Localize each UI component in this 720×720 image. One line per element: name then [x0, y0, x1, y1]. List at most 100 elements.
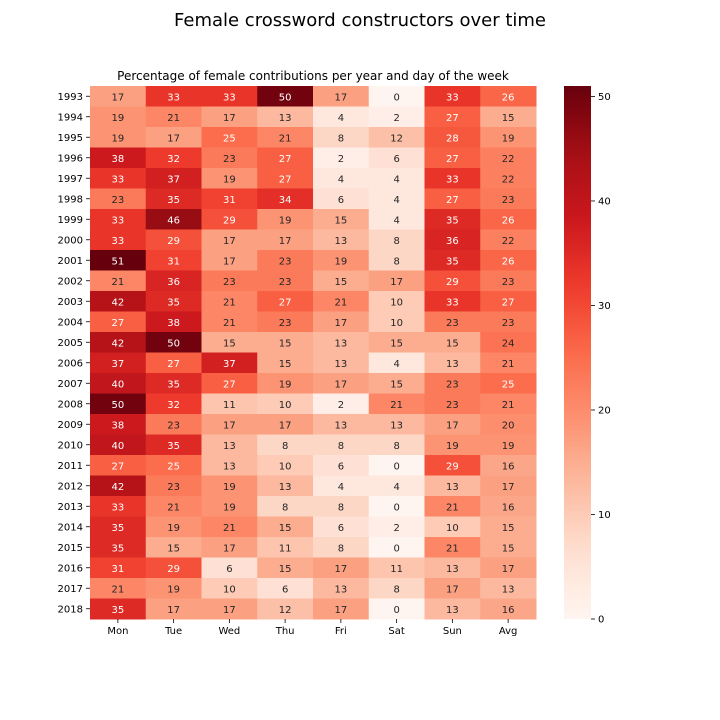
heatmap-cell: [480, 311, 537, 333]
cell-value-label: 26: [502, 256, 515, 267]
cell-value-label: 2: [338, 400, 344, 411]
cell-value-label: 10: [279, 400, 292, 411]
heatmap-cell: [480, 516, 537, 538]
heatmap-cell: [90, 434, 147, 456]
heatmap-cell: [145, 270, 202, 292]
cell-value-label: 35: [167, 441, 180, 452]
heatmap-cell: [313, 578, 370, 599]
cell-value-label: 15: [502, 523, 515, 534]
heatmap-cell: [201, 311, 258, 333]
cell-value-label: 13: [446, 359, 459, 370]
heatmap-cell: [90, 127, 147, 148]
cell-value-label: 17: [223, 605, 236, 616]
heatmap-cell: [480, 147, 537, 169]
cell-value-label: 21: [446, 502, 459, 513]
cell-value-label: 33: [446, 297, 459, 308]
heatmap-cell: [480, 434, 537, 456]
cell-value-label: 8: [393, 441, 399, 452]
cell-value-label: 21: [335, 297, 348, 308]
cell-value-label: 21: [279, 133, 292, 144]
cell-value-label: 17: [335, 318, 348, 329]
cell-value-label: 36: [446, 236, 459, 247]
cell-value-label: 42: [112, 297, 125, 308]
cell-value-label: 33: [446, 174, 459, 185]
cell-value-label: 6: [226, 564, 232, 575]
cell-value-label: 13: [223, 441, 236, 452]
cell-value-label: 27: [279, 174, 292, 185]
heatmap-cell: [480, 455, 537, 476]
heatmap-cell: [368, 147, 425, 169]
cell-value-label: 19: [335, 256, 348, 267]
cell-value-label: 22: [502, 174, 515, 185]
cell-value-label: 6: [282, 584, 288, 595]
heatmap-cell: [480, 373, 537, 394]
cell-value-label: 16: [502, 502, 515, 513]
cell-value-label: 31: [112, 564, 125, 575]
heatmap-cell: [201, 229, 258, 251]
cell-value-label: 32: [167, 400, 180, 411]
heatmap-cell: [257, 414, 314, 435]
heatmap-cell: [368, 414, 425, 435]
heatmap-cell: [313, 537, 370, 558]
heatmap-cell: [313, 598, 370, 620]
colorbar-tick-label: 0: [598, 615, 604, 626]
cell-value-label: 35: [446, 215, 459, 226]
cell-value-label: 4: [338, 174, 344, 185]
cell-value-label: 10: [223, 584, 236, 595]
cell-value-label: 20: [502, 420, 515, 431]
y-tick-label: 2015: [58, 543, 83, 554]
heatmap-cell: [201, 270, 258, 292]
cell-value-label: 15: [279, 338, 292, 349]
cell-value-label: 4: [393, 359, 399, 370]
heatmap-cell: [368, 291, 425, 312]
y-tick-label: 2011: [58, 461, 83, 472]
cell-value-label: 17: [446, 420, 459, 431]
cell-value-label: 17: [335, 379, 348, 390]
cell-value-label: 40: [112, 379, 125, 390]
cell-value-label: 4: [338, 113, 344, 124]
cell-value-label: 35: [112, 523, 125, 534]
heatmap-cell: [368, 270, 425, 292]
heatmap-cell: [480, 209, 537, 230]
cell-value-label: 21: [112, 584, 125, 595]
heatmap-cell: [145, 229, 202, 251]
cell-value-label: 27: [446, 113, 459, 124]
cell-value-label: 17: [223, 236, 236, 247]
heatmap-cell: [201, 578, 258, 599]
cell-value-label: 15: [279, 359, 292, 370]
cell-value-label: 13: [335, 338, 348, 349]
heatmap-cell: [145, 332, 202, 353]
heatmap-cell: [201, 598, 258, 620]
heatmap-cell: [368, 352, 425, 374]
heatmap-cell: [201, 537, 258, 558]
cell-value-label: 21: [390, 400, 403, 411]
y-tick-label: 2006: [58, 358, 83, 369]
cell-value-label: 38: [167, 318, 180, 329]
heatmap-cell: [368, 127, 425, 148]
cell-value-label: 13: [335, 584, 348, 595]
cell-value-label: 23: [502, 277, 515, 288]
cell-value-label: 21: [223, 318, 236, 329]
heatmap-cell: [480, 106, 537, 128]
heatmap-cell: [480, 86, 537, 107]
y-tick-label: 1998: [58, 194, 83, 205]
heatmap-cell: [424, 578, 481, 599]
heatmap-cell: [480, 496, 537, 517]
heatmap-cell: [313, 86, 370, 107]
heatmap-cell: [424, 475, 481, 497]
cell-value-label: 40: [112, 441, 125, 452]
heatmap-cell: [201, 434, 258, 456]
cell-value-label: 23: [167, 482, 180, 493]
cell-value-label: 13: [446, 605, 459, 616]
cell-value-label: 22: [502, 236, 515, 247]
cell-value-label: 16: [502, 461, 515, 472]
cell-value-label: 13: [335, 420, 348, 431]
heatmap-cell: [257, 557, 314, 579]
heatmap-cell: [257, 168, 314, 189]
cell-value-label: 0: [393, 461, 399, 472]
heatmap-cell: [368, 537, 425, 558]
cell-value-label: 17: [279, 420, 292, 431]
heatmap-cell: [145, 127, 202, 148]
heatmap-cell: [313, 557, 370, 579]
cell-value-label: 35: [167, 195, 180, 206]
